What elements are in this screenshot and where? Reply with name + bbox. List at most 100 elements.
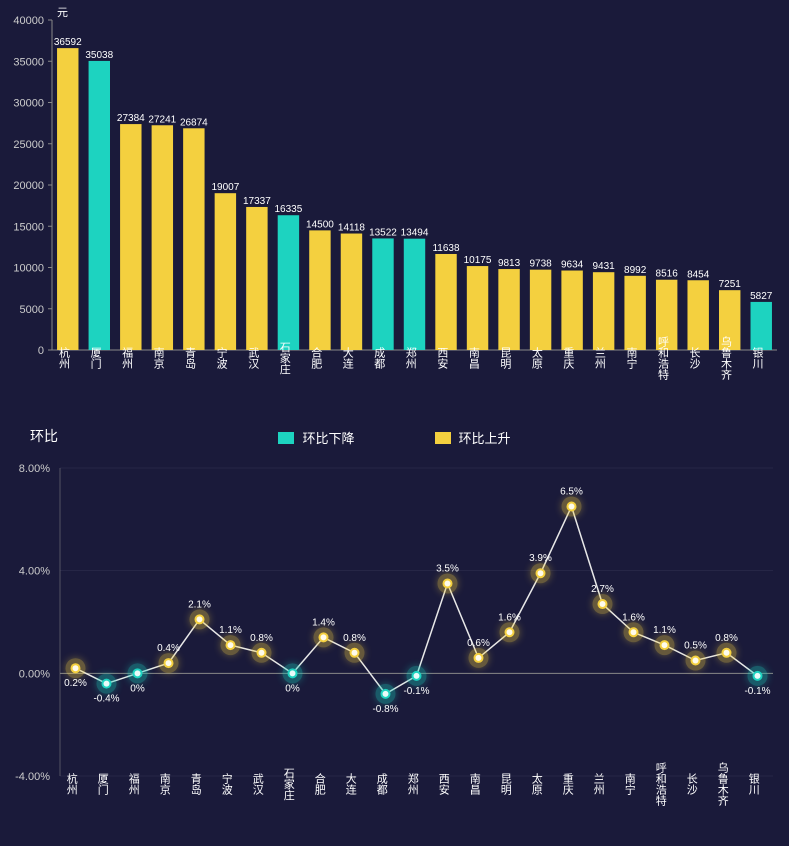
svg-text:兰州: 兰州 <box>593 347 606 369</box>
svg-text:乌鲁木齐: 乌鲁木齐 <box>716 761 729 807</box>
svg-text:大连: 大连 <box>341 346 354 369</box>
svg-text:宁波: 宁波 <box>215 346 228 370</box>
svg-text:0%: 0% <box>130 683 145 694</box>
svg-text:合肥: 合肥 <box>310 346 323 369</box>
svg-text:35000: 35000 <box>13 56 44 68</box>
svg-text:8992: 8992 <box>624 265 647 276</box>
svg-text:2.1%: 2.1% <box>188 599 211 610</box>
svg-text:25000: 25000 <box>13 139 44 151</box>
svg-text:长沙: 长沙 <box>685 773 698 795</box>
svg-text:13522: 13522 <box>369 227 397 238</box>
line-chart-panel: 环比 环比下降 环比上升 -4.00%0.00%4.00%8.00%0.2%-0… <box>0 420 789 846</box>
legend-up-swatch <box>435 432 451 444</box>
svg-text:0.8%: 0.8% <box>250 633 273 644</box>
svg-text:14118: 14118 <box>338 223 366 234</box>
svg-text:35038: 35038 <box>85 50 113 61</box>
svg-text:昆明: 昆明 <box>499 347 512 370</box>
svg-text:元: 元 <box>57 7 68 19</box>
svg-text:武汉: 武汉 <box>247 347 260 370</box>
svg-text:5827: 5827 <box>750 291 773 302</box>
svg-text:9738: 9738 <box>529 259 552 270</box>
svg-text:0%: 0% <box>285 683 300 694</box>
svg-text:合肥: 合肥 <box>313 772 326 795</box>
svg-text:南昌: 南昌 <box>467 347 480 370</box>
svg-text:长沙: 长沙 <box>688 347 701 369</box>
svg-text:杭州: 杭州 <box>58 346 71 369</box>
svg-text:0: 0 <box>38 345 44 357</box>
svg-text:1.6%: 1.6% <box>622 612 645 623</box>
svg-text:14500: 14500 <box>306 219 334 230</box>
svg-text:兰州: 兰州 <box>592 773 605 795</box>
bar-chart-panel: 0500010000150002000025000300003500040000… <box>0 0 789 420</box>
svg-text:太原: 太原 <box>530 347 543 369</box>
svg-text:4.00%: 4.00% <box>19 566 50 578</box>
svg-text:成都: 成都 <box>375 773 388 795</box>
svg-text:福州: 福州 <box>121 346 134 369</box>
svg-text:6.5%: 6.5% <box>560 487 583 498</box>
legend-up: 环比上升 <box>435 428 511 447</box>
svg-text:19007: 19007 <box>211 182 239 193</box>
svg-text:南京: 南京 <box>152 347 165 370</box>
svg-text:8.00%: 8.00% <box>19 463 50 475</box>
svg-text:0.5%: 0.5% <box>684 641 707 652</box>
svg-text:0.4%: 0.4% <box>157 643 180 654</box>
svg-text:26874: 26874 <box>180 117 208 128</box>
svg-text:-4.00%: -4.00% <box>15 771 50 783</box>
svg-text:-0.8%: -0.8% <box>372 704 398 715</box>
svg-text:27241: 27241 <box>148 114 176 125</box>
svg-text:3.9%: 3.9% <box>529 553 552 564</box>
svg-text:1.1%: 1.1% <box>219 625 242 636</box>
svg-text:10175: 10175 <box>464 255 492 266</box>
svg-text:1.1%: 1.1% <box>653 625 676 636</box>
svg-text:27384: 27384 <box>117 113 145 124</box>
svg-text:厦门: 厦门 <box>89 347 102 370</box>
svg-text:9634: 9634 <box>561 260 584 271</box>
svg-text:40000: 40000 <box>13 15 44 27</box>
svg-text:16335: 16335 <box>275 204 303 215</box>
svg-text:2.7%: 2.7% <box>591 584 614 595</box>
svg-text:9431: 9431 <box>593 261 616 272</box>
legend-down: 环比下降 <box>278 428 354 447</box>
svg-text:11638: 11638 <box>432 243 460 254</box>
svg-text:-0.1%: -0.1% <box>744 686 770 697</box>
svg-text:8454: 8454 <box>687 269 710 280</box>
svg-text:乌鲁木齐: 乌鲁木齐 <box>720 335 733 381</box>
svg-text:青岛: 青岛 <box>184 347 197 370</box>
legend: 环比下降 环比上升 <box>0 428 789 447</box>
svg-text:呼和浩特: 呼和浩特 <box>656 336 669 380</box>
svg-text:1.6%: 1.6% <box>498 612 521 623</box>
bar-chart-svg: 0500010000150002000025000300003500040000… <box>0 0 789 420</box>
svg-text:大连: 大连 <box>344 772 357 795</box>
svg-text:17337: 17337 <box>243 196 271 207</box>
svg-text:石家庄: 石家庄 <box>282 768 295 802</box>
svg-text:0.6%: 0.6% <box>467 638 490 649</box>
svg-text:8516: 8516 <box>656 269 679 280</box>
svg-text:7251: 7251 <box>719 279 742 290</box>
svg-text:0.8%: 0.8% <box>343 633 366 644</box>
svg-text:成都: 成都 <box>373 347 386 369</box>
svg-text:13494: 13494 <box>401 228 429 239</box>
svg-text:南宁: 南宁 <box>623 773 636 795</box>
svg-text:-0.1%: -0.1% <box>403 686 429 697</box>
svg-text:1.4%: 1.4% <box>312 617 335 628</box>
svg-text:5000: 5000 <box>20 304 44 316</box>
legend-down-label: 环比下降 <box>302 428 354 447</box>
svg-text:0.2%: 0.2% <box>64 678 87 689</box>
svg-text:20000: 20000 <box>13 180 44 192</box>
svg-text:福州: 福州 <box>127 772 140 795</box>
svg-text:-0.4%: -0.4% <box>93 694 119 705</box>
svg-text:武汉: 武汉 <box>251 773 264 796</box>
svg-text:重庆: 重庆 <box>562 346 575 370</box>
svg-text:郑州: 郑州 <box>406 772 419 795</box>
line-chart-svg: -4.00%0.00%4.00%8.00%0.2%-0.4%0%0.4%2.1%… <box>0 420 789 846</box>
legend-up-label: 环比上升 <box>459 428 511 447</box>
svg-text:9813: 9813 <box>498 258 521 269</box>
svg-text:杭州: 杭州 <box>65 772 78 795</box>
svg-text:南京: 南京 <box>158 773 171 796</box>
svg-text:10000: 10000 <box>13 263 44 275</box>
svg-text:青岛: 青岛 <box>189 773 202 796</box>
svg-text:西安: 西安 <box>437 773 450 796</box>
svg-text:3.5%: 3.5% <box>436 564 459 575</box>
legend-down-swatch <box>278 432 294 444</box>
svg-text:南宁: 南宁 <box>625 347 638 369</box>
